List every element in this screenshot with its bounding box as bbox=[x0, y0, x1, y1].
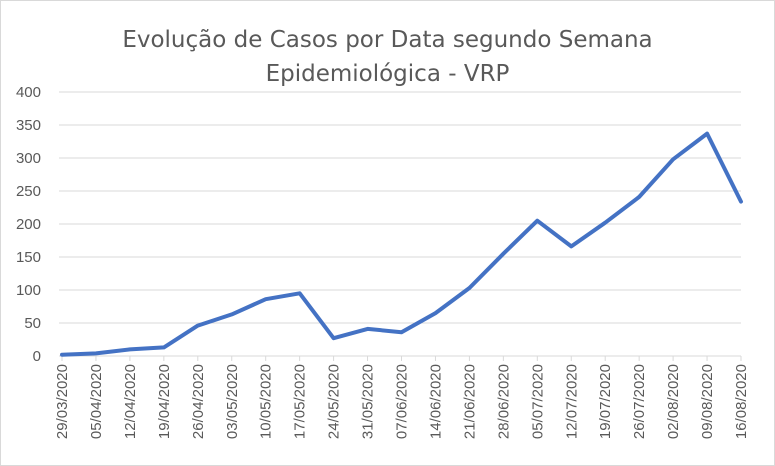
x-tick-label: 03/05/2020 bbox=[224, 364, 241, 439]
x-tick-label: 26/04/2020 bbox=[190, 364, 207, 439]
x-tick-label: 19/04/2020 bbox=[156, 364, 173, 439]
y-tick-label: 50 bbox=[24, 315, 41, 332]
x-tick-label: 09/08/2020 bbox=[699, 364, 716, 439]
x-tick-label: 31/05/2020 bbox=[360, 364, 377, 439]
y-tick-label: 250 bbox=[16, 183, 41, 200]
chart-title-line-1: Evolução de Casos por Data segundo Seman… bbox=[122, 27, 653, 53]
data-point bbox=[637, 195, 641, 199]
data-point bbox=[739, 200, 743, 204]
data-point bbox=[467, 286, 471, 290]
x-tick-label: 17/05/2020 bbox=[292, 364, 309, 439]
x-tick-label: 14/06/2020 bbox=[427, 364, 444, 439]
data-point bbox=[433, 311, 437, 315]
x-tick-label: 28/06/2020 bbox=[495, 364, 512, 439]
x-tick-label: 16/08/2020 bbox=[733, 364, 750, 439]
x-tick-label: 05/04/2020 bbox=[88, 364, 105, 439]
y-tick-label: 100 bbox=[16, 282, 41, 299]
data-point bbox=[128, 347, 132, 351]
data-point bbox=[603, 221, 607, 225]
data-point bbox=[196, 324, 200, 328]
x-tick-label: 02/08/2020 bbox=[665, 364, 682, 439]
x-tick-label: 24/05/2020 bbox=[326, 364, 343, 439]
series-line bbox=[60, 131, 743, 357]
x-tick-label: 05/07/2020 bbox=[529, 364, 546, 439]
data-point bbox=[671, 157, 675, 161]
data-point bbox=[535, 219, 539, 223]
y-tick-label: 350 bbox=[16, 117, 41, 134]
data-point bbox=[162, 345, 166, 349]
data-point bbox=[366, 327, 370, 331]
data-point bbox=[230, 312, 234, 316]
x-tick-label: 21/06/2020 bbox=[461, 364, 478, 439]
data-point bbox=[264, 297, 268, 301]
y-tick-label: 150 bbox=[16, 249, 41, 266]
x-tick-label: 19/07/2020 bbox=[597, 364, 614, 439]
y-tick-label: 300 bbox=[16, 150, 41, 167]
x-tick-label: 26/07/2020 bbox=[631, 364, 648, 439]
data-point bbox=[94, 351, 98, 355]
y-tick-label: 200 bbox=[16, 216, 41, 233]
y-tick-label: 0 bbox=[33, 348, 41, 365]
data-point bbox=[400, 330, 404, 334]
data-point bbox=[60, 353, 64, 357]
x-tick-label: 12/07/2020 bbox=[563, 364, 580, 439]
data-point bbox=[332, 336, 336, 340]
x-tick-label: 12/04/2020 bbox=[122, 364, 139, 439]
x-tick-label: 10/05/2020 bbox=[258, 364, 275, 439]
chart-title-line-2: Epidemiológica - VRP bbox=[265, 61, 510, 87]
data-point bbox=[501, 252, 505, 256]
chart-title: Evolução de Casos por Data segundo Seman… bbox=[1, 23, 774, 91]
x-tick-label: 29/03/2020 bbox=[54, 364, 71, 439]
data-point bbox=[705, 132, 709, 136]
data-point bbox=[569, 244, 573, 248]
data-point bbox=[298, 291, 302, 295]
y-tick-label: 400 bbox=[16, 84, 41, 101]
x-tick-label: 07/06/2020 bbox=[394, 364, 411, 439]
